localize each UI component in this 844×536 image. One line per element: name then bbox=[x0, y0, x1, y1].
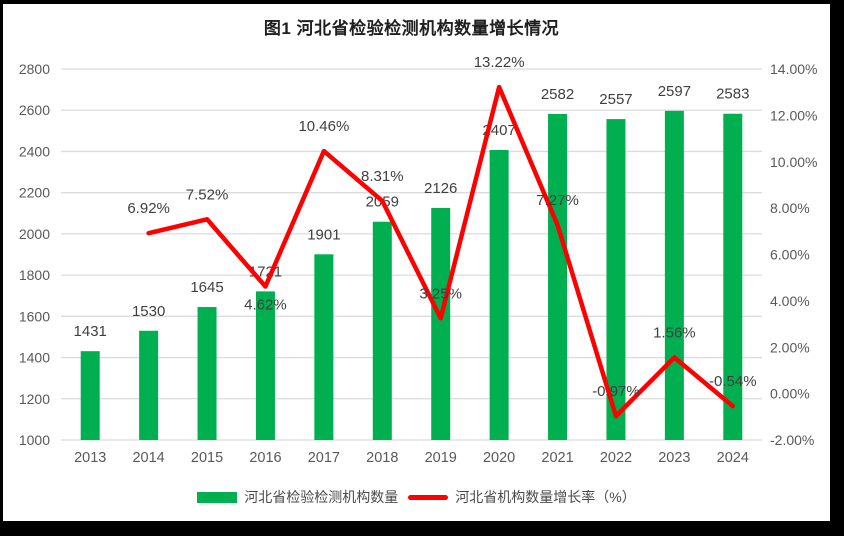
bar-value-label: 1530 bbox=[132, 303, 165, 320]
legend-item-bar-series[interactable]: 河北省检验检测机构数量 bbox=[197, 487, 398, 507]
rate-value-label: 13.22% bbox=[474, 54, 525, 71]
rate-value-label: 8.31% bbox=[361, 168, 404, 185]
x-axis-tick: 2019 bbox=[425, 450, 457, 466]
y-axis-left-tick: 1800 bbox=[19, 267, 50, 283]
y-axis-left-tick: 1000 bbox=[19, 432, 50, 448]
growth-rate-line[interactable] bbox=[146, 84, 736, 419]
bar-2013[interactable] bbox=[80, 351, 100, 440]
bar-value-label: 2583 bbox=[716, 86, 749, 103]
bar-value-label: 2126 bbox=[424, 180, 457, 197]
y-axis-right-tick: 12.00% bbox=[770, 107, 817, 123]
rate-value-label: 3.25% bbox=[419, 285, 462, 302]
y-axis-left-tick: 2200 bbox=[19, 185, 50, 201]
x-axis-tick: 2020 bbox=[483, 450, 515, 466]
rate-value-label: 7.52% bbox=[186, 186, 229, 203]
rate-value-label: 6.92% bbox=[127, 200, 170, 217]
legend-item-line-series[interactable]: 河北省机构数量增长率（%） bbox=[408, 487, 636, 507]
line-series-swatch-icon bbox=[408, 494, 449, 500]
y-axis-right-tick: 2.00% bbox=[770, 339, 810, 355]
y-axis-right-tick: 8.00% bbox=[770, 200, 810, 216]
y-axis-right-tick: 4.00% bbox=[770, 293, 810, 309]
x-axis-tick: 2024 bbox=[717, 450, 749, 466]
y-axis-left-tick: 2800 bbox=[19, 61, 50, 77]
x-axis-tick: 2013 bbox=[74, 450, 106, 466]
rate-value-label: -0.97% bbox=[592, 383, 640, 400]
rate-value-label: 7.27% bbox=[536, 192, 579, 209]
y-axis-left-tick: 2000 bbox=[19, 226, 50, 242]
y-axis-left-tick: 1400 bbox=[19, 350, 50, 366]
y-axis-right-tick: 6.00% bbox=[770, 247, 810, 263]
y-axis-right-tick: 0.00% bbox=[770, 386, 810, 402]
legend-label: 河北省机构数量增长率（%） bbox=[455, 489, 636, 505]
y-axis-left-tick: 1600 bbox=[19, 308, 50, 324]
bar-2018[interactable] bbox=[372, 221, 392, 440]
legend-label: 河北省检验检测机构数量 bbox=[244, 489, 399, 505]
bar-2020[interactable] bbox=[489, 150, 509, 441]
rate-value-label: 4.62% bbox=[244, 296, 287, 313]
y-axis-left-tick: 2600 bbox=[19, 102, 50, 118]
x-axis-tick: 2022 bbox=[600, 450, 632, 466]
x-axis-tick: 2015 bbox=[191, 450, 223, 466]
rate-value-label: -0.54% bbox=[709, 373, 757, 390]
x-axis-tick: 2016 bbox=[249, 450, 281, 466]
y-axis-left-tick: 2400 bbox=[19, 143, 50, 159]
bar-2024[interactable] bbox=[723, 113, 743, 441]
x-axis-tick: 2017 bbox=[308, 450, 340, 466]
y-axis-right-tick: 10.00% bbox=[770, 154, 817, 170]
x-axis-tick: 2021 bbox=[541, 450, 573, 466]
rate-value-label: 10.46% bbox=[298, 118, 349, 135]
chart-title: 图1 河北省检验检测机构数量增长情况 bbox=[263, 19, 560, 38]
y-axis-right-tick: 14.00% bbox=[770, 61, 817, 77]
bar-2016[interactable] bbox=[255, 291, 275, 440]
bar-value-label: 2597 bbox=[658, 83, 691, 100]
x-axis-tick: 2023 bbox=[658, 450, 690, 466]
x-axis-tick: 2014 bbox=[132, 450, 164, 466]
bar-2015[interactable] bbox=[197, 307, 217, 440]
bar-2014[interactable] bbox=[139, 330, 159, 440]
bar-value-label: 2582 bbox=[541, 86, 574, 103]
bar-value-label: 1901 bbox=[307, 226, 340, 243]
bar-series-swatch-icon bbox=[197, 491, 238, 503]
bar-2017[interactable] bbox=[314, 254, 334, 440]
bar-2019[interactable] bbox=[431, 207, 451, 440]
bar-2021[interactable] bbox=[548, 113, 568, 440]
x-axis-tick: 2018 bbox=[366, 450, 398, 466]
y-axis-right-tick: -2.00% bbox=[770, 432, 814, 448]
y-axis-left-tick: 1200 bbox=[19, 391, 50, 407]
rate-value-label: 1.56% bbox=[653, 324, 696, 341]
bar-value-label: 1645 bbox=[190, 279, 223, 296]
bar-2023[interactable] bbox=[664, 110, 684, 441]
bar-value-label: 1431 bbox=[74, 323, 107, 340]
bar-value-label: 2557 bbox=[599, 91, 632, 108]
chart-legend: 河北省检验检测机构数量 河北省机构数量增长率（%） bbox=[3, 487, 830, 507]
bar-2022[interactable] bbox=[606, 119, 626, 441]
